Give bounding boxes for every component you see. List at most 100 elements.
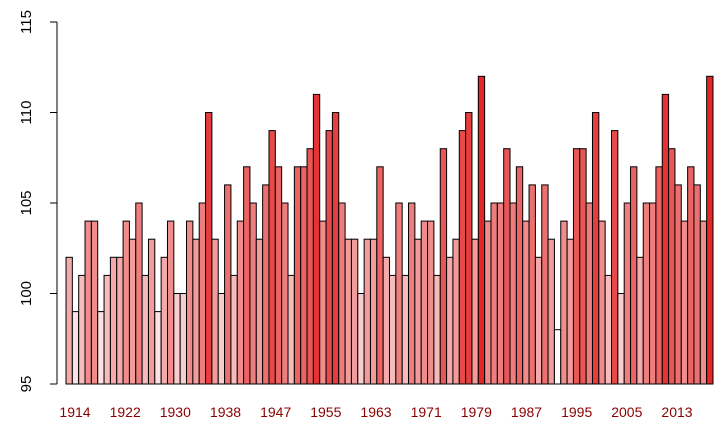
bar: [680, 220, 689, 385]
bar: [369, 238, 378, 385]
bar: [135, 202, 143, 385]
bar: [541, 184, 549, 385]
bar: [147, 238, 156, 385]
bar: [116, 256, 124, 385]
bar: [192, 238, 200, 385]
bar: [306, 148, 314, 385]
bar: [420, 220, 429, 385]
bar: [243, 166, 251, 385]
bar: [350, 238, 359, 385]
bar: [636, 256, 644, 385]
bar: [439, 148, 448, 385]
bar: [566, 238, 574, 385]
bar: [122, 220, 130, 385]
bar: [319, 220, 327, 385]
bar: [186, 220, 194, 385]
bar: [281, 202, 289, 385]
x-tick-label: 2005: [611, 404, 642, 420]
bar: [408, 202, 416, 385]
bar: [236, 220, 245, 385]
bar: [90, 220, 99, 385]
x-tick-label: 1987: [511, 404, 542, 420]
bar: [591, 112, 600, 385]
x-tick-label: 1947: [260, 404, 291, 420]
bar: [97, 311, 105, 385]
bar: [312, 93, 321, 385]
y-tick-label: 100: [18, 281, 35, 306]
bar: [274, 166, 283, 385]
y-tick-label: 110: [18, 101, 35, 125]
x-tick-label: 1979: [461, 404, 492, 420]
bar: [649, 202, 657, 385]
x-axis-labels: 1914 1922 1930 1938 1947 1955 1963 1971 1979 1987…: [59, 404, 692, 420]
bar: [414, 238, 422, 385]
bar: [547, 238, 555, 385]
bar: [344, 238, 352, 385]
bar: [401, 274, 410, 385]
bar: [693, 184, 701, 385]
bar: [687, 166, 695, 385]
bar: [699, 220, 708, 385]
x-tick-label: 1995: [561, 404, 592, 420]
bar: [509, 202, 517, 385]
bar: [623, 202, 632, 385]
bar: [376, 166, 384, 385]
bar: [490, 202, 498, 385]
bar: [604, 274, 613, 385]
bar: [217, 293, 226, 385]
bar: [357, 293, 365, 385]
x-tick-label: 1914: [59, 404, 90, 420]
bar: [211, 238, 219, 385]
bar: [642, 202, 651, 385]
bar: [611, 130, 619, 385]
bar: [363, 238, 371, 385]
bar: [331, 112, 340, 385]
bar: [84, 220, 92, 385]
bar: [496, 202, 505, 385]
x-tick-label: 1955: [310, 404, 341, 420]
bar: [572, 148, 581, 385]
bar: [395, 202, 403, 385]
bar: [458, 130, 467, 385]
bar: [515, 166, 524, 385]
bar: [579, 148, 587, 385]
y-axis: 95 100 105 110 115: [18, 10, 58, 393]
y-tick-label: 115: [18, 10, 35, 34]
bar: [293, 166, 302, 385]
x-tick-label: 1922: [110, 404, 141, 420]
bar: [477, 75, 486, 385]
x-tick-label: 1930: [160, 404, 191, 420]
bar: [230, 274, 238, 385]
bar: [706, 75, 714, 385]
bar: [427, 220, 435, 385]
bar: [179, 293, 188, 385]
bar: [287, 274, 295, 385]
bar: [173, 293, 181, 385]
x-tick-label: 1938: [210, 404, 241, 420]
bar: [534, 256, 543, 385]
bar: [160, 256, 168, 385]
bar: [325, 130, 333, 385]
bar: [338, 202, 346, 385]
y-tick-label: 95: [18, 376, 35, 393]
bar: [78, 274, 86, 385]
bar: [128, 238, 137, 385]
bar: [484, 220, 492, 385]
bar: [522, 220, 530, 385]
bar: [503, 148, 511, 385]
bar: [154, 311, 162, 385]
x-tick-label: 1963: [360, 404, 391, 420]
bar: [166, 220, 175, 385]
bar: [674, 184, 682, 385]
bar: [452, 238, 460, 385]
bar: [585, 202, 593, 385]
bar: [205, 112, 213, 385]
bar: [198, 202, 207, 385]
bar: [528, 184, 536, 385]
bar: [617, 293, 625, 385]
bar: [141, 274, 149, 385]
bar: [103, 274, 111, 385]
bar: [465, 112, 473, 385]
bar: [262, 184, 270, 385]
